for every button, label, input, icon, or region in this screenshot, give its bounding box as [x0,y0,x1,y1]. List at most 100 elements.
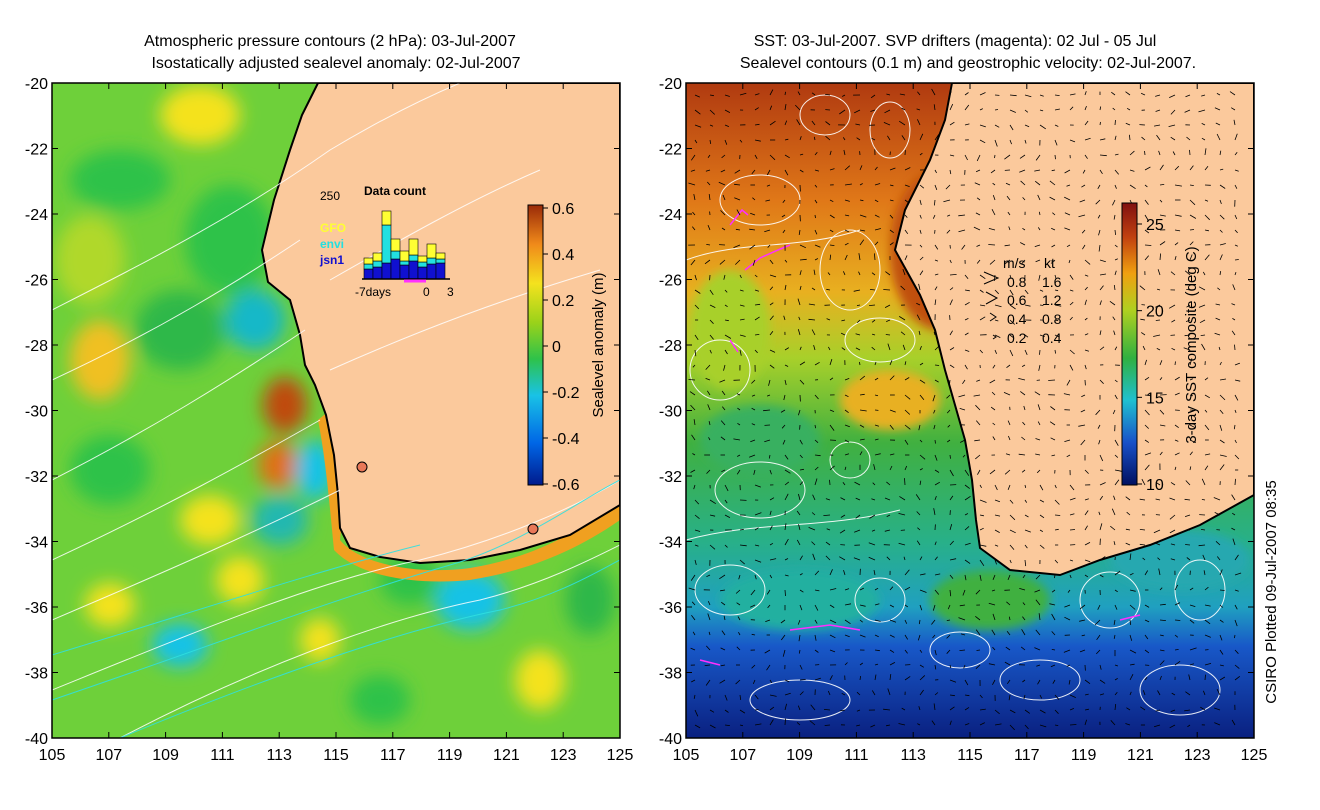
velocity-arrow [1174,424,1179,429]
velocity-arrow [874,674,877,681]
velocity-arrow [979,514,984,517]
velocity-arrow [769,315,774,321]
velocity-arrow [1006,195,1011,201]
velocity-arrow [825,555,831,561]
velocity-arrow [734,169,741,174]
velocity-arrow [707,601,711,606]
velocity-arrow [1144,359,1147,366]
velocity-arrow [962,454,966,458]
velocity-arrow [1189,466,1192,471]
velocity-arrow [1186,289,1191,291]
velocity-arrow [1034,169,1041,172]
velocity-arrow [709,709,715,713]
velocity-arrow [1159,603,1166,606]
velocity-arrow [705,378,711,381]
velocity-arrow [874,377,879,381]
velocity-arrow [859,619,863,623]
velocity-arrow [799,153,804,156]
velocity-arrow [691,614,696,621]
velocity-arrow [1037,404,1041,411]
velocity-arrow [1129,663,1135,666]
velocity-arrow [1125,723,1131,726]
velocity-arrow [1158,150,1161,156]
velocity-arrow [1234,229,1238,234]
velocity-key-ms: 0.8 [1007,274,1027,290]
velocity-arrow [859,239,865,246]
velocity-arrow [943,199,951,203]
velocity-arrow [814,361,820,366]
velocity-arrow [707,181,711,186]
velocity-arrow [1038,211,1041,216]
velocity-arrow [856,304,861,306]
velocity-arrow [814,478,818,486]
velocity-arrow [1038,613,1041,621]
velocity-arrow [844,603,852,606]
velocity-arrow [694,724,701,729]
velocity-arrow [733,244,741,248]
velocity-arrow [1009,709,1016,714]
velocity-arrow [754,303,761,306]
velocity-arrow [870,109,876,112]
velocity-key-arrow-icon [983,271,1000,285]
velocity-arrow [705,169,711,172]
velocity-arrow [1050,664,1056,668]
velocity-arrow [949,558,957,561]
velocity-arrow [844,634,850,638]
velocity-arrow [991,209,996,216]
velocity-arrow [736,469,741,475]
velocity-arrow [859,165,863,171]
velocity-arrow [841,692,846,696]
inset-bar-gfo [435,252,446,260]
velocity-arrow [1201,94,1206,97]
sla-colorbar-label: Sealevel anomaly (m) [590,272,607,417]
australia-land-sst [893,83,1254,577]
velocity-arrow [1184,334,1191,337]
velocity-arrow [1054,528,1059,531]
velocity-arrow [829,358,833,366]
velocity-arrow [766,664,771,671]
velocity-arrow [1081,394,1086,398]
velocity-arrow [1005,182,1011,186]
velocity-arrow [1219,604,1224,608]
velocity-arrow [1219,214,1225,220]
velocity-arrow [975,404,981,411]
velocity-arrow [799,346,802,351]
velocity-arrow [988,244,996,246]
velocity-arrow [964,274,969,279]
velocity-arrow [1204,148,1207,156]
velocity-arrow [889,634,895,638]
velocity-arrow [754,139,761,142]
velocity-arrow [811,92,816,96]
velocity-arrow [1184,709,1191,712]
velocity-arrow [1039,514,1045,519]
velocity-arrow [784,259,788,263]
velocity-arrow [889,184,894,187]
velocity-arrow [1159,675,1162,681]
velocity-arrow [1201,343,1206,351]
velocity-arrow [709,124,714,127]
velocity-arrow [1084,469,1089,474]
velocity-arrow [958,394,966,398]
velocity-arrow [1169,529,1176,534]
velocity-arrow [1155,319,1161,321]
velocity-arrow [1159,253,1161,261]
velocity-arrow [1034,589,1041,593]
velocity-arrow [1189,451,1193,456]
velocity-arrow [1099,664,1102,670]
left-title-line2: Isostatically adjusted sealevel anomaly:… [151,55,520,72]
velocity-arrow [975,169,981,173]
velocity-arrow [1204,634,1211,638]
velocity-arrow [916,302,921,306]
velocity-key-arrow-icon [989,312,997,322]
velocity-arrow [811,512,816,516]
velocity-arrow [916,511,921,516]
velocity-arrow [1170,482,1176,486]
velocity-key-kt: 0.4 [1042,330,1062,346]
velocity-arrow [723,615,726,621]
velocity-arrow [720,647,726,651]
velocity-arrow [919,675,926,681]
inset-bar-jsn1 [417,266,428,280]
velocity-arrow [917,527,921,531]
velocity-arrow [1129,134,1131,141]
velocity-arrow [812,553,816,561]
